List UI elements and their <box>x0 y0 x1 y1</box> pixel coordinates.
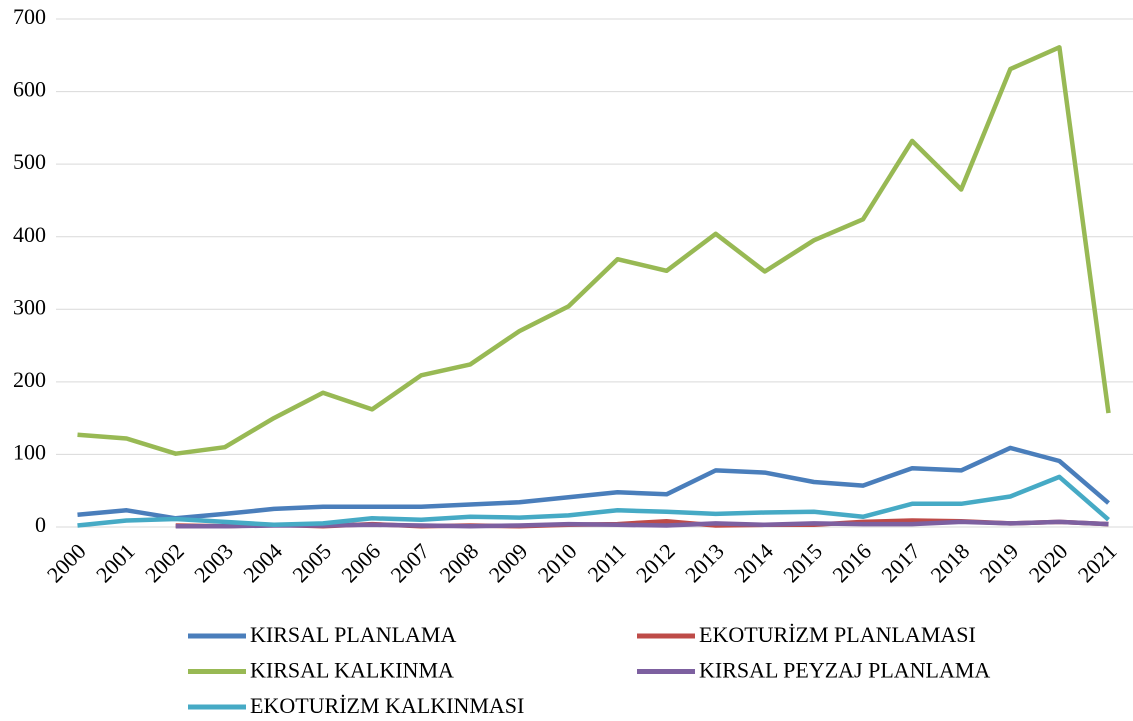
x-tick-label: 2006 <box>336 538 385 587</box>
x-tick-label: 2016 <box>827 538 876 587</box>
x-tick-label: 2004 <box>238 538 287 587</box>
x-tick-label: 2012 <box>631 538 680 587</box>
x-tick-label: 2000 <box>42 538 91 587</box>
x-tick-label: 2018 <box>925 538 974 587</box>
legend-label: EKOTURİZM KALKINMASI <box>250 693 524 718</box>
x-tick-label: 2013 <box>680 538 729 587</box>
y-tick-label: 300 <box>13 294 46 319</box>
x-tick-label: 2003 <box>189 538 238 587</box>
legend-label: EKOTURİZM PLANLAMASI <box>699 622 976 647</box>
series-line <box>77 45 1111 456</box>
y-tick-label: 400 <box>13 222 46 247</box>
x-tick-label: 2007 <box>385 538 434 587</box>
x-tick-label: 2017 <box>876 538 925 587</box>
x-tick-label: 2021 <box>1073 538 1122 587</box>
x-tick-label: 2019 <box>975 538 1024 587</box>
x-tick-label: 2008 <box>435 538 484 587</box>
y-tick-label: 0 <box>35 512 46 537</box>
series-line <box>175 519 1109 529</box>
legend-label: KIRSAL KALKINMA <box>250 658 454 683</box>
x-tick-label: 2011 <box>582 538 630 586</box>
y-tick-label: 700 <box>13 4 46 29</box>
x-tick-label: 2020 <box>1024 538 1073 587</box>
legend-label: KIRSAL PEYZAJ PLANLAMA <box>699 658 990 683</box>
x-tick-label: 2001 <box>91 538 140 587</box>
series-line <box>77 474 1110 528</box>
legend-label: KIRSAL PLANLAMA <box>250 622 456 647</box>
x-tick-label: 2014 <box>729 538 778 587</box>
x-tick-label: 2002 <box>140 538 189 587</box>
x-tick-label: 2010 <box>533 538 582 587</box>
x-tick-label: 2005 <box>287 538 336 587</box>
x-tick-label: 2009 <box>484 538 533 587</box>
y-tick-label: 500 <box>13 149 46 174</box>
y-tick-label: 600 <box>13 77 46 102</box>
y-tick-label: 200 <box>13 367 46 392</box>
y-tick-label: 100 <box>13 439 46 464</box>
series-line <box>77 445 1110 521</box>
x-tick-label: 2015 <box>778 538 827 587</box>
